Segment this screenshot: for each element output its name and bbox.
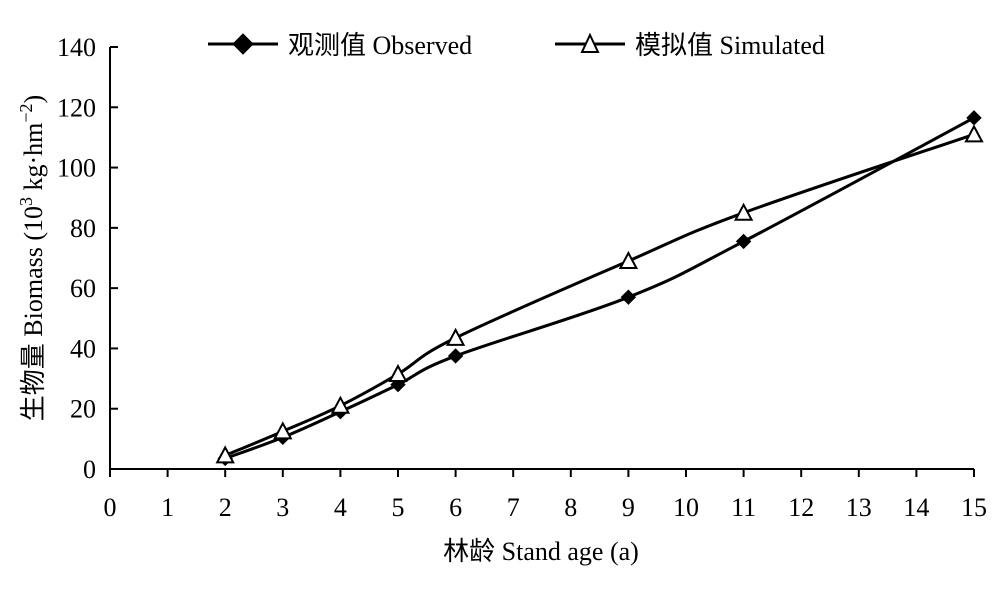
x-tick-label: 13 xyxy=(846,493,872,522)
x-tick-label: 9 xyxy=(622,493,635,522)
data-point-observed xyxy=(620,289,637,305)
data-point-simulated xyxy=(330,395,351,414)
legend-label-simulated: 模拟值 Simulated xyxy=(635,31,825,60)
x-tick-label: 8 xyxy=(564,493,577,522)
x-tick-label: 6 xyxy=(449,493,462,522)
data-point-simulated xyxy=(733,202,754,221)
x-tick-label: 4 xyxy=(334,493,347,522)
legend-marker-observed-icon xyxy=(232,33,254,55)
data-point-simulated xyxy=(215,445,235,464)
data-point-simulated xyxy=(618,250,639,270)
legend-item-observed: 观测值 Observed xyxy=(208,31,472,60)
data-point-observed xyxy=(735,233,752,250)
series-layer xyxy=(215,110,984,467)
legend: 观测值 Observed 模拟值 Simulated xyxy=(208,31,825,60)
y-axis-title-prefix: 生物量 Biomass (10 xyxy=(19,206,48,421)
y-tick-label: 40 xyxy=(70,334,96,363)
series-line-simulated xyxy=(224,132,975,457)
x-tick-label: 10 xyxy=(673,493,699,522)
y-axis-title-sup1: 3 xyxy=(16,197,36,206)
x-tick-label: 7 xyxy=(507,493,520,522)
data-point-observed xyxy=(447,348,464,364)
x-tick-label: 2 xyxy=(219,493,232,522)
y-tick-label: 120 xyxy=(57,93,96,122)
x-tick-label: 12 xyxy=(788,493,814,522)
legend-marker-simulated-icon xyxy=(580,32,600,53)
x-tick-label: 15 xyxy=(961,493,987,522)
x-tick-label: 5 xyxy=(392,493,405,522)
x-tick-label: 11 xyxy=(731,493,756,522)
legend-label-observed: 观测值 Observed xyxy=(288,31,472,60)
x-tick-label: 14 xyxy=(903,493,929,522)
y-tick-label: 100 xyxy=(57,154,96,183)
data-point-observed xyxy=(966,110,982,126)
y-tick-label: 140 xyxy=(57,33,96,62)
y-tick-label: 0 xyxy=(83,455,96,484)
x-axis-title: 林龄 Stand age (a) xyxy=(443,537,639,566)
data-point-simulated xyxy=(388,363,408,383)
data-point-simulated xyxy=(445,327,466,346)
y-axis-title-suffix: ) xyxy=(19,95,48,104)
y-axis-title-sup2: −2 xyxy=(16,103,36,122)
x-tick-label: 0 xyxy=(104,493,117,522)
series-line-observed xyxy=(224,116,975,460)
x-tick-label: 1 xyxy=(161,493,174,522)
y-tick-label: 60 xyxy=(70,274,96,303)
y-axis-title-middle: kg·hm xyxy=(19,123,48,197)
x-tick-label: 3 xyxy=(276,493,289,522)
legend-item-simulated: 模拟值 Simulated xyxy=(555,31,825,60)
y-axis-title: 生物量 Biomass (103 kg·hm−2) xyxy=(16,95,48,421)
y-tick-label: 80 xyxy=(70,214,96,243)
data-point-simulated xyxy=(964,124,984,143)
y-tick-label: 20 xyxy=(70,395,96,424)
data-point-simulated xyxy=(273,421,293,440)
